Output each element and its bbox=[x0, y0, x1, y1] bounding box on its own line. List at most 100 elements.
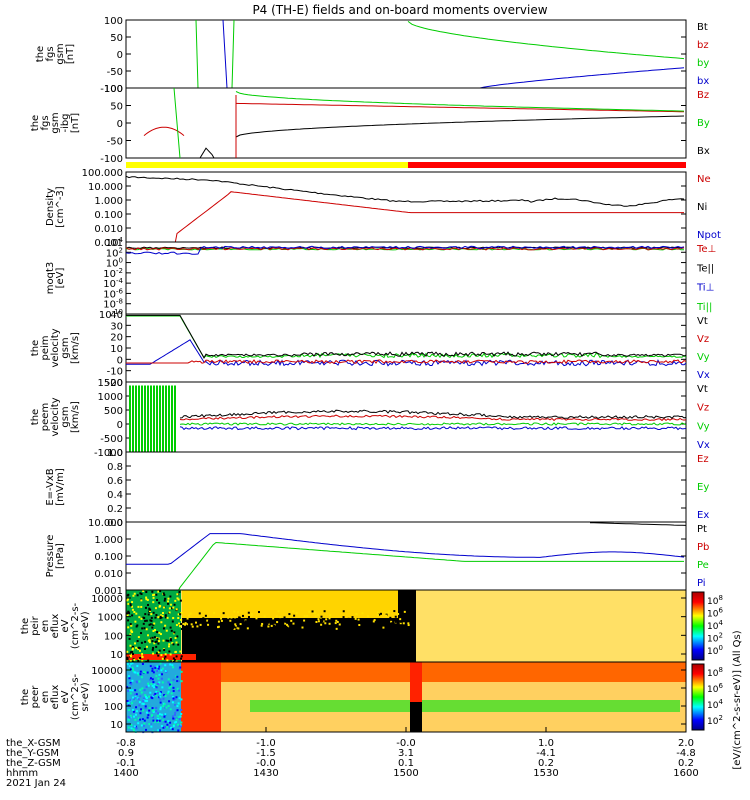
ele-spec-pixel bbox=[134, 694, 137, 697]
ele-spec-pixel bbox=[156, 719, 159, 722]
pressure-ytick-label: 1.000 bbox=[94, 535, 123, 546]
ele-spec-pixel bbox=[159, 706, 162, 709]
density-ylabel-line: Density bbox=[45, 188, 56, 226]
ele-spec-pixel bbox=[158, 696, 161, 699]
ele-spec-pixel bbox=[165, 726, 168, 729]
ion-spec-pixel bbox=[177, 643, 180, 646]
ion-spec-pixel bbox=[399, 620, 402, 623]
ion_spec-ylabel-line: peir bbox=[30, 615, 41, 635]
ele-spec-pixel bbox=[169, 721, 172, 724]
ele-spec-pixel bbox=[127, 719, 130, 722]
ele-spec-pixel bbox=[133, 725, 136, 728]
ele-spec-pixel bbox=[176, 709, 179, 712]
temp-legend-te⊥: Te⊥ bbox=[696, 244, 716, 255]
density-legend-ni: Ni bbox=[697, 202, 707, 213]
ele-spec-pixel bbox=[161, 681, 164, 684]
ion-spec-pixel bbox=[179, 650, 182, 653]
ele-spec-pixel bbox=[130, 683, 133, 686]
ion-spec-pixel bbox=[136, 640, 139, 643]
ion-spec-pixel bbox=[355, 613, 358, 616]
ele-spec-pixel bbox=[165, 706, 168, 709]
ion-spec-pixel bbox=[164, 616, 167, 619]
ele-spec-pixel bbox=[160, 713, 163, 716]
ele-spec-pixel bbox=[132, 729, 135, 732]
ion_vel-legend-vt: Vt bbox=[697, 316, 708, 327]
ion-spec-pixel bbox=[255, 617, 258, 620]
ion-spec-pixel bbox=[143, 627, 146, 630]
ion-spec-pixel bbox=[320, 623, 323, 626]
ion-spec-pixel bbox=[140, 599, 143, 602]
ele-spec-pixel bbox=[144, 700, 147, 703]
ion_vel-ytick-label: 10 bbox=[110, 344, 123, 355]
ele-spec-pixel bbox=[158, 681, 161, 684]
ion-spec-pixel bbox=[213, 611, 216, 614]
ion-spec-pixel bbox=[405, 617, 408, 620]
ion-spec-pixel bbox=[133, 658, 136, 661]
ion-spec-pixel bbox=[144, 613, 147, 616]
ion-spec-pixel bbox=[250, 612, 253, 615]
ion_vel-ylabel-line: gsm bbox=[60, 337, 71, 358]
ion-spec-pixel bbox=[127, 619, 130, 622]
ele-spec-pixel bbox=[134, 718, 137, 721]
ele-vel-vx-line bbox=[179, 426, 686, 431]
ele-spec-pixel bbox=[164, 713, 167, 716]
density-ytick-label: 0.010 bbox=[94, 224, 123, 235]
ion-spec-pixel bbox=[140, 632, 143, 635]
ion-spec-pixel bbox=[155, 599, 158, 602]
ele-spec-pixel bbox=[161, 667, 164, 670]
ele-spec-pixel bbox=[180, 712, 183, 715]
ele-spec-pixel bbox=[135, 706, 138, 709]
ion_spec-colorbar-tick: 100 bbox=[707, 644, 723, 657]
ele_spec-colorbar-tick: 104 bbox=[707, 698, 723, 711]
ele_spec-ytick-label: 10000 bbox=[91, 666, 123, 677]
ion_vel-legend-vx: Vx bbox=[697, 370, 710, 381]
ion-spec-pixel bbox=[292, 610, 295, 613]
ele-spec-pixel bbox=[152, 710, 155, 713]
ion-spec-pixel bbox=[179, 613, 182, 616]
ion-spec-pixel bbox=[152, 652, 155, 655]
ion-spec-pixel bbox=[149, 623, 152, 626]
ele_spec-colorbar bbox=[691, 663, 705, 731]
ele-spec-pixel bbox=[157, 721, 160, 724]
fgs-bkg-bz-line bbox=[235, 102, 685, 113]
ele-spec-pixel bbox=[151, 678, 154, 681]
ele_spec-ylabel-line: peer bbox=[30, 685, 41, 709]
ion-spec-pixel bbox=[385, 614, 388, 617]
ele-spec-pixel bbox=[147, 682, 150, 685]
ion-spec-pixel bbox=[303, 615, 306, 618]
ele-spec-pixel bbox=[153, 683, 156, 686]
ele_vel-ylabel-line: [km/s] bbox=[70, 401, 81, 433]
ion-spec-pixel bbox=[188, 627, 191, 630]
ion_vel-ylabel-line: [km/s] bbox=[70, 332, 81, 364]
ele-spec-pixel bbox=[134, 693, 137, 696]
ion-spec-pixel bbox=[136, 594, 139, 597]
ele-spec-pixel bbox=[172, 698, 175, 701]
ion-spec-pixel bbox=[155, 652, 158, 655]
ele-spec-pixel bbox=[173, 717, 176, 720]
ion-spec-pixel bbox=[148, 641, 151, 644]
ion-spec-pixel bbox=[328, 617, 331, 620]
ion-spec-pixel bbox=[164, 653, 167, 656]
ion-spec-pixel bbox=[238, 616, 241, 619]
ion-spec-pixel bbox=[147, 634, 150, 637]
ion-spec-pixel bbox=[166, 602, 169, 605]
ele-spec-pixel bbox=[135, 727, 138, 730]
footer-value: -0.0 bbox=[256, 758, 276, 769]
ele-spec-pixel bbox=[157, 712, 160, 715]
ion-spec-pixel bbox=[390, 620, 393, 623]
ion-spec-pixel bbox=[141, 655, 144, 658]
ion-spec-pixel bbox=[312, 612, 315, 615]
ion-spec-pixel bbox=[159, 615, 162, 618]
ele-spec-pixel bbox=[158, 665, 161, 668]
ion-spec-pixel bbox=[376, 627, 379, 630]
ele-spec-pixel bbox=[133, 671, 136, 674]
ion-spec-pixel bbox=[387, 611, 390, 614]
ion-spec-pixel bbox=[140, 641, 143, 644]
ion-spec-pixel bbox=[272, 617, 275, 620]
ion-spec-pixel bbox=[379, 625, 382, 628]
ele-spec-pixel bbox=[178, 667, 181, 670]
ion-spec-pixel bbox=[133, 592, 136, 595]
footer-row-label: the_X-GSM bbox=[6, 738, 60, 749]
ele-spec-pixel bbox=[160, 669, 163, 672]
ion-spec-pixel bbox=[145, 645, 148, 648]
